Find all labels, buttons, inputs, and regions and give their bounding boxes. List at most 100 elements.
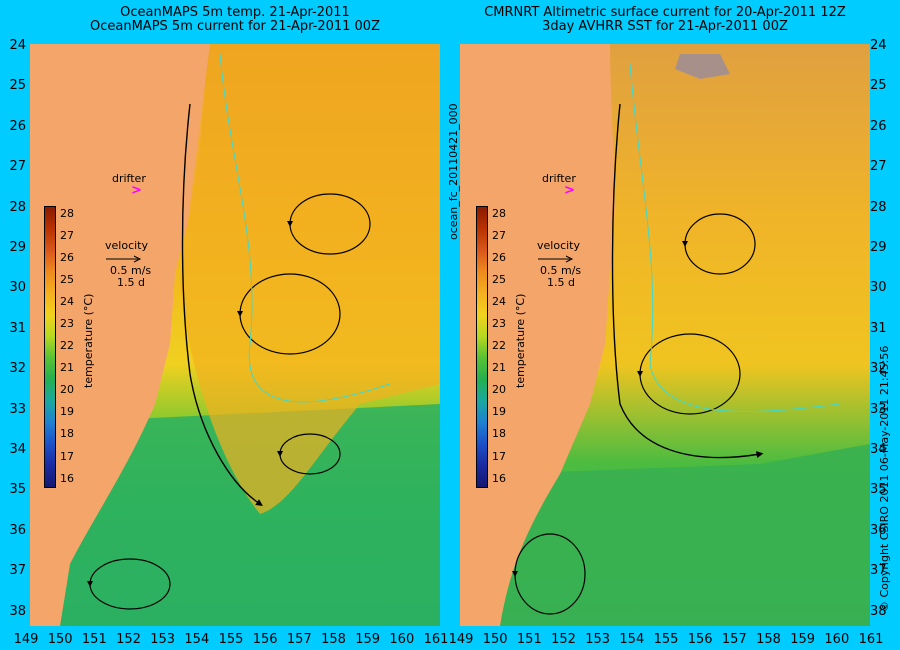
velocity-arrow-right [538,255,574,263]
colorbar-tick-left: 28 [60,207,74,220]
x-axis-label-left: 159 [355,632,381,647]
y-axis-label-right: 24 [870,38,887,53]
right-south-sea [500,444,870,626]
right-map-panel [460,44,870,626]
x-axis-label-left: 158 [321,632,346,647]
y-axis-label-left: 29 [9,240,26,255]
left-map-panel [30,44,440,626]
x-axis-label-left: 150 [47,632,73,647]
drifter-marker-right: > [564,183,575,198]
x-axis-label-left: 153 [150,632,176,647]
colorbar-tick-left: 16 [60,471,74,485]
colorbar-tick-right: 25 [492,273,506,287]
x-axis-label-right: 149 [448,632,474,647]
colorbar-tick-left: 17 [60,449,74,463]
left-eddy-3 [277,433,341,475]
right-panel-title: CMRNRT Altimetric surface current for 20… [460,6,870,34]
x-axis-label-right: 160 [824,632,850,647]
y-axis-label-left: 28 [9,199,26,215]
colorbar-tick-left: 19 [60,405,74,419]
colorbar-gradient-left [44,206,56,488]
colorbar-tick-right: 27 [492,229,506,243]
left-current-jet [181,103,263,506]
y-axis-label-left: 37 [9,563,26,579]
right-title-line1: CMRNRT Altimetric surface current for 20… [484,5,846,20]
y-axis-label-right: 28 [870,199,887,215]
x-axis-label-left: 151 [81,632,107,647]
x-axis-label-left: 152 [116,632,141,647]
colorbar-tick-right: 18 [492,427,506,441]
colorbar-tick-right: 20 [492,383,506,397]
colorbar-tick-right: 26 [492,251,506,265]
x-axis-label-left: 154 [184,632,210,647]
x-axis-label-right: 161 [858,632,884,647]
y-axis-label-right: 29 [870,240,887,255]
drifter-label-right: drifter [542,172,576,185]
x-axis-label-right: 157 [721,632,747,647]
left-contour [219,53,391,403]
velocity-speed-left: 0.5 m/s [110,264,152,277]
right-current-jet [611,103,764,459]
right-eddy-1 [682,213,756,275]
x-axis-label-left: 156 [252,632,278,647]
x-axis-label-left: 149 [13,632,39,647]
left-title-line1: OceanMAPS 5m temp. 21-Apr-2011 [120,5,350,20]
y-axis-label-left: 38 [9,603,26,619]
y-axis-label-left: 34 [9,442,26,457]
y-axis-label-left: 27 [9,159,26,175]
velocity-duration-right: 1.5 d [547,276,575,289]
x-axis-label-left: 155 [218,632,244,647]
right-eddy-3 [512,533,586,615]
colorbar-tick-left: 25 [60,273,74,287]
x-axis-label-right: 156 [687,632,713,647]
x-axis-label-left: 160 [389,632,415,647]
left-title-line2: OceanMAPS 5m current for 21-Apr-2011 00Z [90,19,380,34]
colorbar-tick-right: 16 [492,471,506,485]
y-axis-label-right: 34 [870,442,887,457]
y-axis-label-right: 36 [870,522,887,538]
y-axis-label-right: 33 [870,401,887,417]
x-axis-label-left: 157 [286,632,312,647]
velocity-duration-left: 1.5 d [117,276,145,289]
x-axis-label-right: 151 [516,632,542,647]
y-axis-label-right: 26 [870,118,887,134]
colorbar-tick-right: 23 [492,317,506,331]
y-axis-label-left: 25 [9,78,26,94]
right-coast [460,44,615,626]
colorbar-tick-left: 22 [60,339,74,353]
left-map-svg [30,44,440,626]
colorbar-tick-right: 19 [492,405,506,419]
right-eddy-2 [637,333,741,415]
y-axis-label-left: 26 [9,118,26,134]
x-axis-label-left: 161 [423,632,449,647]
colorbar-tick-right: 22 [492,339,506,353]
colorbar-tick-left: 24 [60,295,74,309]
left-coast [30,44,205,626]
left-eddy-2 [237,273,341,355]
right-cloud-patch [675,54,730,79]
y-axis-label-right: 35 [870,482,887,498]
y-axis-label-right: 37 [870,563,887,579]
x-axis-label-right: 150 [482,632,508,647]
y-axis-label-right: 38 [870,603,887,619]
drifter-label-left: drifter [112,172,146,185]
velocity-title-right: velocity [537,239,580,252]
velocity-arrow-left [106,255,142,263]
x-axis-label-right: 154 [619,632,645,647]
y-axis-label-right: 27 [870,159,887,175]
colorbar-tick-left: 21 [60,361,74,375]
y-axis-label-left: 31 [9,320,26,336]
colorbar-tick-right: 21 [492,361,506,375]
colorbar-tick-left: 23 [60,317,74,331]
colorbar-tick-left: 20 [60,383,74,397]
colorbar-tick-right: 17 [492,449,506,463]
colorbar-tick-right: 24 [492,295,506,309]
run-id-label: ocean_fc_20110421_000 [447,103,460,240]
y-axis-label-left: 30 [9,280,26,296]
y-axis-label-right: 25 [870,78,887,94]
y-axis-label-right: 32 [870,361,887,377]
y-axis-label-left: 33 [9,401,26,417]
left-warm-tongue [180,44,440,514]
colorbar-tick-left: 18 [60,427,74,441]
velocity-speed-right: 0.5 m/s [540,264,582,277]
